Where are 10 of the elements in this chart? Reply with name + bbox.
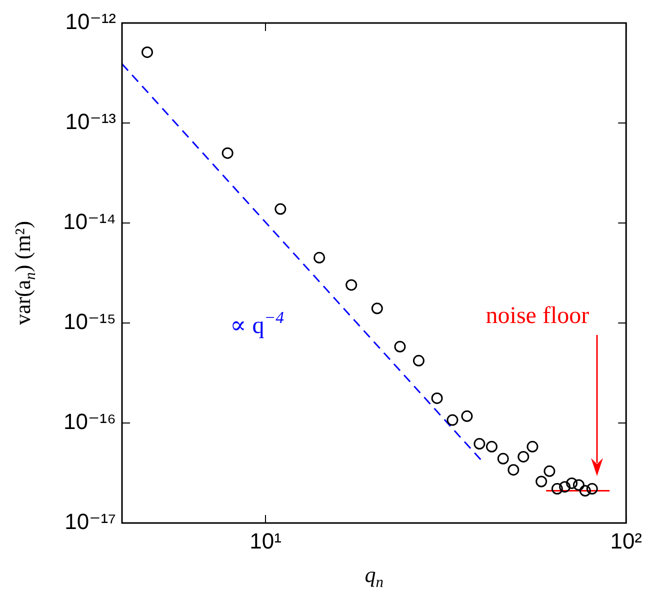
y-tick-label: 10⁻¹⁶	[64, 409, 116, 434]
y-tick-label: 10⁻¹⁴	[63, 209, 116, 234]
y-tick-label: 10⁻¹⁵	[63, 309, 116, 334]
annotation: noise floor	[486, 303, 590, 329]
y-axis-title: var(an) (m²)	[10, 220, 39, 326]
y-tick-label: 10⁻¹²	[65, 9, 116, 34]
x-tick-label: 10¹	[250, 528, 282, 554]
y-tick-label: 10⁻¹⁷	[64, 509, 116, 534]
y-tick-label: 10⁻¹³	[65, 109, 116, 134]
x-tick-label: 10²	[610, 528, 642, 554]
